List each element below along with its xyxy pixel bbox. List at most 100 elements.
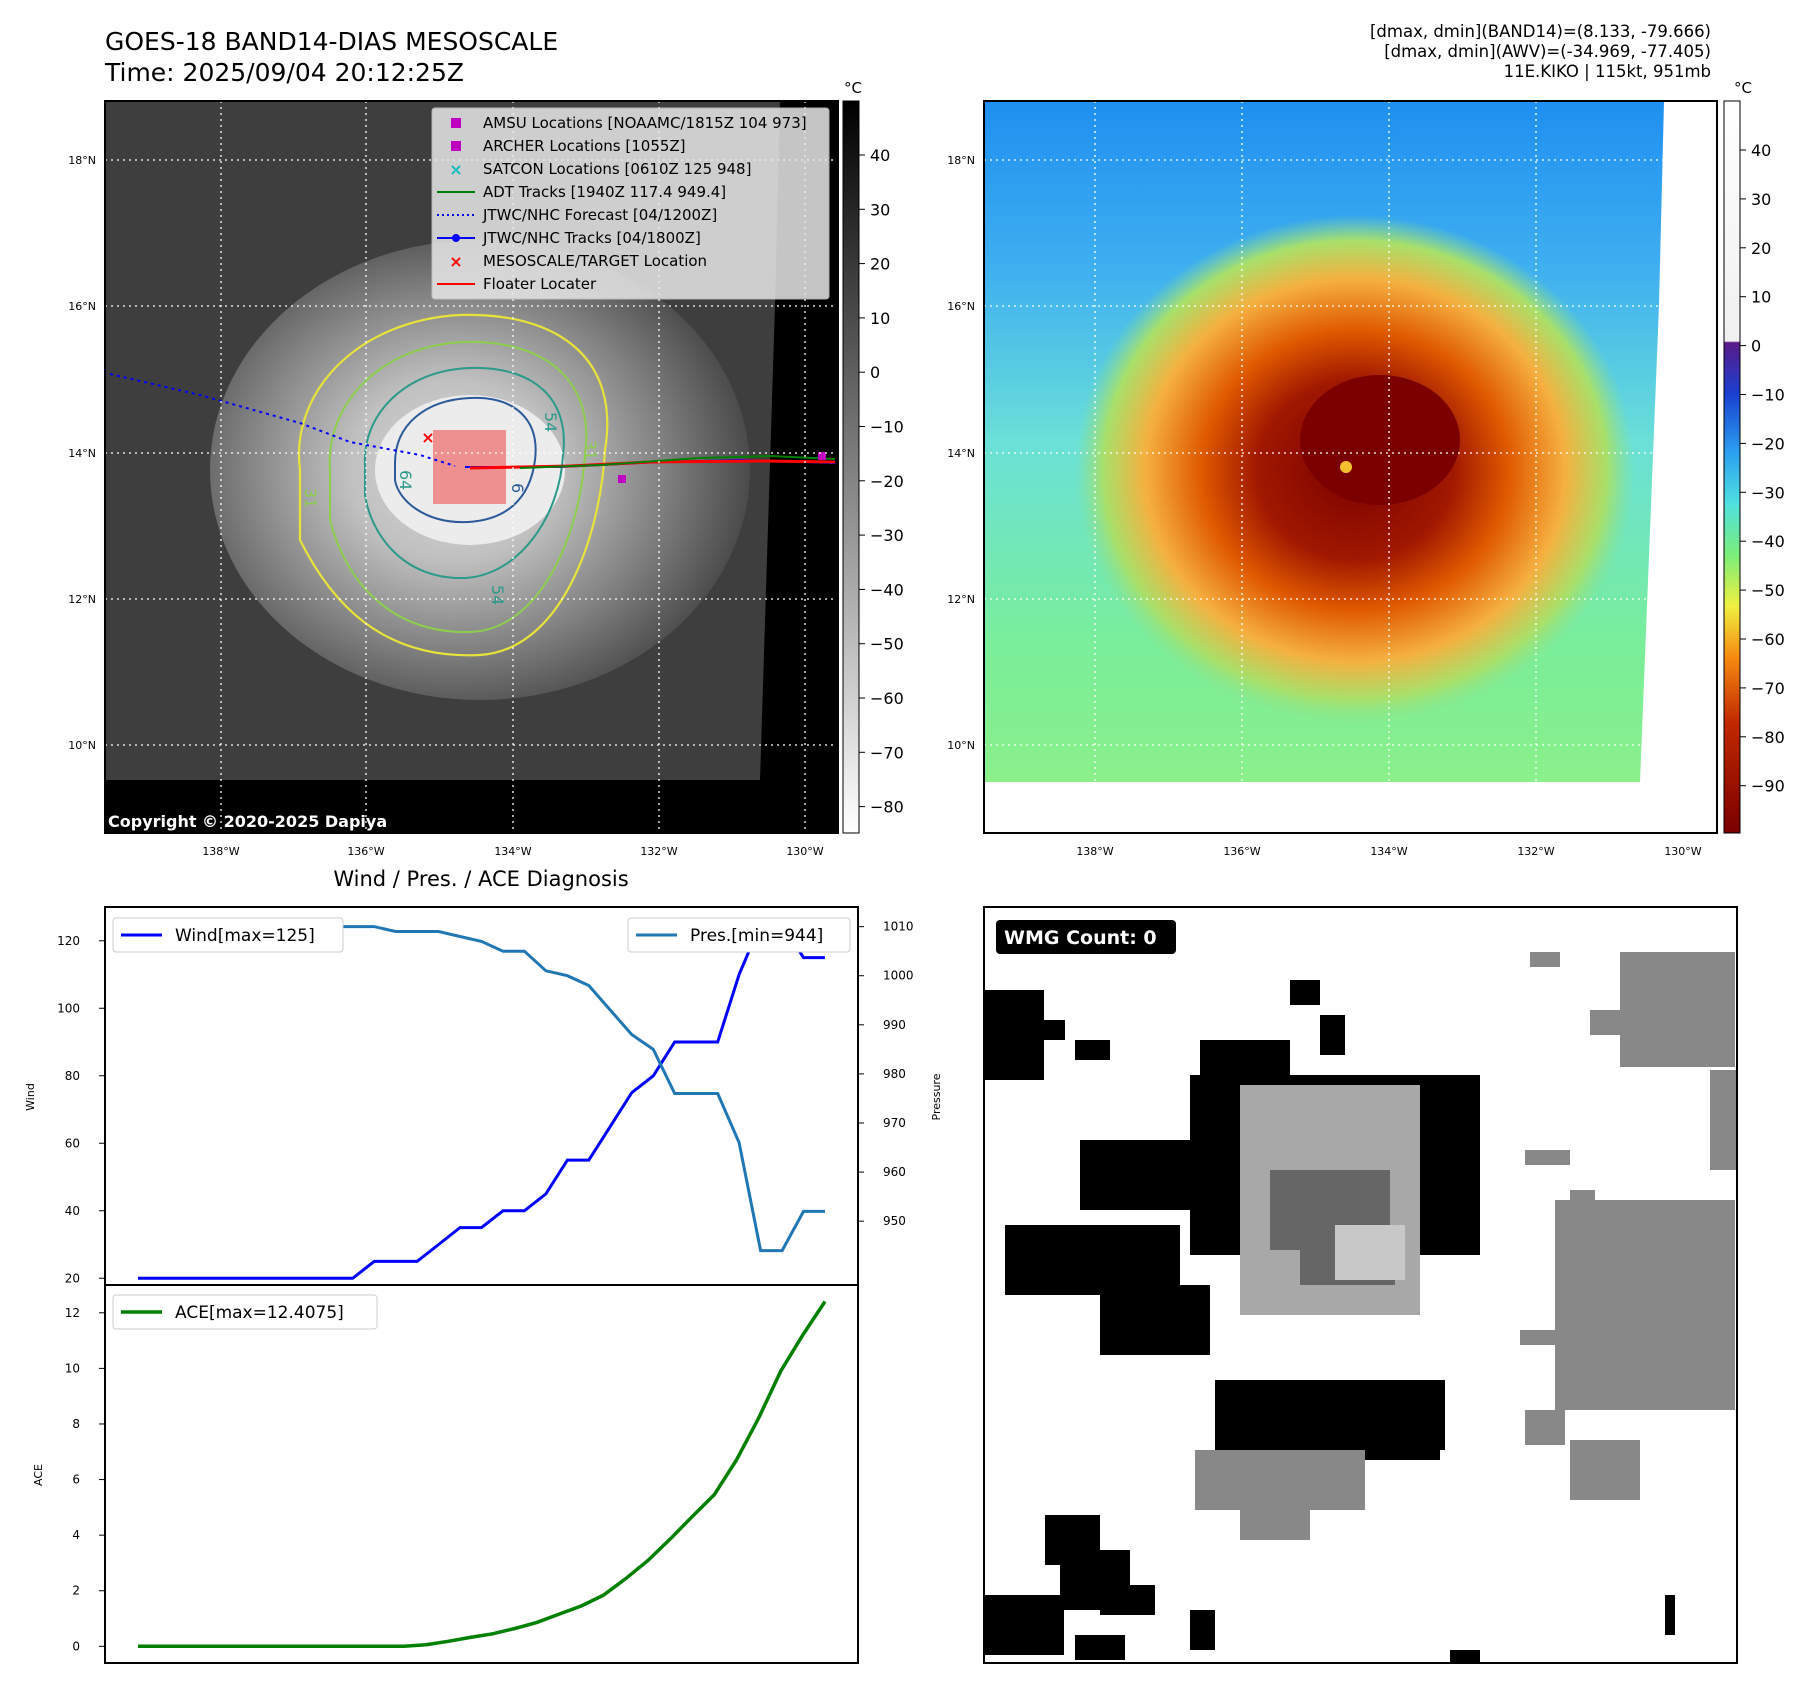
colorbar-tick-label: 10: [1751, 288, 1771, 307]
ir-lat-label: 10°N: [68, 739, 96, 752]
colorbar-tick-label: 20: [870, 255, 890, 274]
legend-label: ARCHER Locations [1055Z]: [483, 137, 686, 155]
awv-lat-label: 16°N: [947, 300, 975, 313]
ir-contour-2: [328, 340, 588, 634]
wind-tick-label: 120: [57, 934, 80, 948]
colorbar-tick-label: −30: [1751, 483, 1785, 502]
ir-lat-label: 16°N: [68, 300, 96, 313]
ir-lon-label: 136°W: [347, 845, 384, 858]
colorbar-tick-label: 10: [870, 309, 890, 328]
info-line-3: 11E.KIKO | 115kt, 951mb: [1503, 62, 1711, 81]
ir-contour-3: [363, 366, 565, 580]
colorbar-tick-label: 30: [1751, 190, 1771, 209]
ir-colorbar-ticks: 40 30 20 10 0 −10 −20 −30 −40 −50 −60 −70 −80: [859, 146, 904, 817]
legend-marker-dot: [452, 234, 460, 242]
title-line-1: GOES-18 BAND14-DIAS MESOSCALE: [105, 27, 559, 56]
wind-tick-label: 40: [65, 1204, 80, 1218]
awv-lat-label: 18°N: [947, 154, 975, 167]
copyright: Copyright © 2020-2025 Dapiya: [108, 812, 387, 831]
colorbar-tick-label: −40: [870, 580, 904, 599]
amsu-marker: [818, 452, 826, 460]
awv-colorbar-strip: [1723, 100, 1741, 834]
target-marker: ×: [421, 428, 434, 447]
wind-series-line: [138, 922, 825, 1280]
legend-label: AMSU Locations [NOAAMC/1815Z 104 973]: [483, 114, 807, 132]
info-line-2: [dmax, dmin](AWV)=(-34.969, -77.405): [1384, 42, 1711, 61]
ir-legend-box: [431, 107, 830, 300]
colorbar-tick-label: −80: [1751, 728, 1785, 747]
wind-tick-label: 80: [65, 1069, 80, 1083]
awv-eye: [1340, 461, 1352, 473]
wmg-block: [1100, 1585, 1155, 1615]
wmg-badge: [996, 920, 1176, 954]
colorbar-tick-label: −20: [1751, 434, 1785, 453]
ir-lon-label: 138°W: [202, 845, 239, 858]
archer-marker: [618, 475, 626, 483]
wind-tick-label: 100: [57, 1001, 80, 1015]
wmg-block: [1080, 1140, 1190, 1210]
figure-info: [dmax, dmin](BAND14)=(8.133, -79.666) [d…: [1370, 22, 1711, 82]
colorbar-tick-label: 30: [870, 200, 890, 219]
contour-label: 31: [301, 488, 320, 508]
ace-legend-label: ACE[max=12.4075]: [175, 1303, 344, 1323]
legend-label: JTWC/NHC Tracks [04/1800Z]: [482, 229, 701, 247]
ir-lon-label: 132°W: [640, 845, 677, 858]
colorbar-tick-label: −70: [1751, 679, 1785, 698]
pressure-tick-label: 970: [883, 1116, 906, 1130]
colorbar-tick-label: −20: [870, 472, 904, 491]
legend-marker: ×: [449, 160, 462, 179]
wind-ticks: 20 40 60 80 100 120: [57, 934, 105, 1285]
colorbar-tick-label: −10: [870, 418, 904, 437]
wmg-block: [984, 1595, 1064, 1655]
wmg-block: [1520, 1330, 1565, 1345]
pressure-ylabel: Pressure: [930, 1073, 943, 1120]
wmg-block: [1335, 1225, 1405, 1280]
colorbar-tick-label: −50: [1751, 581, 1785, 600]
pressure-tick-label: 980: [883, 1067, 906, 1081]
wmg-block: [1190, 1610, 1215, 1650]
colorbar-tick-label: −90: [1751, 777, 1785, 796]
awv-lat-label: 12°N: [947, 593, 975, 606]
colorbar-tick-label: −50: [870, 635, 904, 654]
wmg-block: [1005, 1225, 1180, 1295]
wind-legend-box: [112, 917, 344, 953]
wmg-block: [1530, 952, 1560, 967]
wmg-block: [1525, 1150, 1570, 1165]
wmg-block: [1320, 1015, 1345, 1055]
legend-marker: [451, 118, 461, 128]
wmg-frame: [983, 906, 1738, 1664]
pressure-tick-label: 1010: [883, 920, 914, 934]
pressure-tick-label: 990: [883, 1018, 906, 1032]
ir-lat-label: 18°N: [68, 154, 96, 167]
diagnosis-chart: Wind / Pres. / ACE Diagnosis Wind Pressu…: [24, 867, 943, 1664]
awv-lon-label: 132°W: [1517, 845, 1554, 858]
ir-contour-4: [394, 396, 537, 524]
awv-frame: [983, 100, 1718, 834]
colorbar-tick-label: 20: [1751, 239, 1771, 258]
contour-label: 54: [541, 412, 560, 432]
colorbar-tick-label: 40: [1751, 141, 1771, 160]
colorbar-tick-label: −10: [1751, 386, 1785, 405]
ace-ticks: 0 2 4 6 8 10 12: [65, 1306, 105, 1653]
legend-label: JTWC/NHC Forecast [04/1200Z]: [482, 206, 717, 224]
colorbar-tick-label: 0: [1751, 337, 1761, 356]
colorbar-tick-label: 0: [870, 363, 880, 382]
contour-label: 6: [508, 483, 527, 493]
wmg-image: [984, 952, 1737, 1663]
wmg-block: [1710, 1070, 1737, 1170]
awv-lon-label: 130°W: [1664, 845, 1701, 858]
wind-pres-axes: [104, 906, 859, 1286]
wmg-block: [1665, 1595, 1675, 1635]
ace-tick-label: 12: [65, 1306, 80, 1320]
ir-frame: [104, 100, 839, 834]
pressure-tick-label: 1000: [883, 969, 914, 983]
figure-title: GOES-18 BAND14-DIAS MESOSCALE Time: 2025…: [105, 26, 558, 88]
colorbar-tick-label: 40: [870, 146, 890, 165]
wmg-block: [1075, 1040, 1110, 1060]
contour-labels: 64 54 31 31 54 6: [301, 412, 600, 605]
legend-label: SATCON Locations [0610Z 125 948]: [483, 160, 751, 178]
ace-legend-box: [112, 1294, 378, 1330]
ace-tick-label: 6: [72, 1473, 80, 1487]
wmg-block: [1025, 1020, 1065, 1040]
ace-ylabel: ACE: [32, 1464, 45, 1486]
